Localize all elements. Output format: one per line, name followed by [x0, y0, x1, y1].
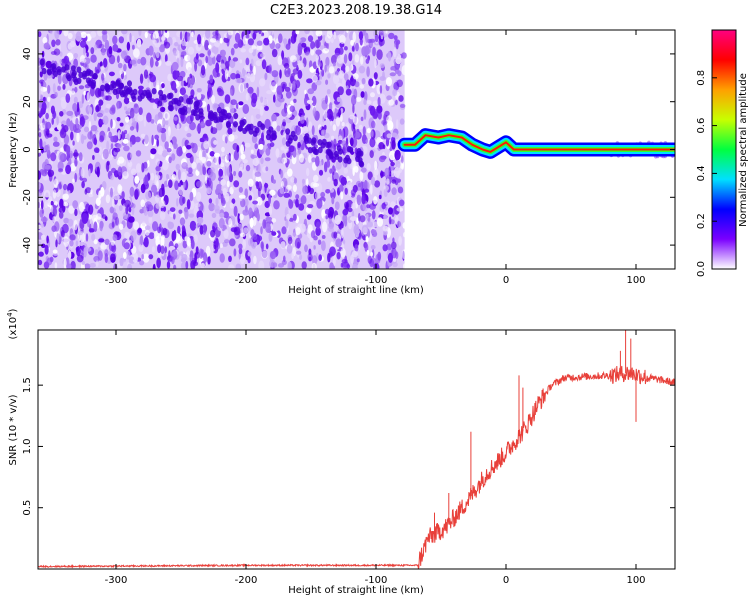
y-axis-ticks: -40 -20 0 20 40	[22, 48, 675, 253]
colorbar-ticks: 0.0 0.2 0.4 0.6 0.8	[696, 70, 717, 277]
y-tick-label: -20	[22, 189, 33, 205]
x-tick-label: 0	[503, 575, 509, 586]
colorbar-tick-label: 0.4	[696, 165, 707, 181]
y-tick-label: -40	[22, 237, 33, 253]
figure-title: C2E3.2023.208.19.38.G14	[270, 3, 442, 18]
scale-factor: (x104)	[6, 308, 19, 339]
noise-field	[38, 30, 675, 269]
scale-exponent: 4	[6, 312, 14, 317]
scale-label: (x10	[8, 317, 19, 340]
x-axis-label: Height of straight line (km)	[288, 585, 424, 596]
snr-series	[38, 330, 675, 569]
x-tick-label: 0	[503, 275, 509, 286]
snr-frame	[37, 329, 676, 570]
y-tick-label: 40	[22, 48, 33, 61]
svg-text:(x104): (x104)	[6, 308, 19, 339]
y-axis-label: SNR (10 * v/v)	[8, 394, 19, 465]
x-tick-label: -300	[105, 275, 128, 286]
y-axis-ticks: 0.5 1.0 1.5	[22, 377, 675, 516]
x-axis-ticks: -300 -200 -100 0 100	[105, 330, 646, 586]
x-axis-label: Height of straight line (km)	[288, 285, 424, 296]
x-axis-ticks: -300 -200 -100 0 100	[105, 30, 646, 286]
x-tick-label: -100	[365, 575, 388, 586]
y-tick-label: 20	[22, 95, 33, 108]
colorbar-frame	[711, 29, 737, 270]
colorbar-tick-label: 0.2	[696, 213, 707, 229]
snr-panel: -300 -200 -100 0 100 0.5 1.0 1.5 Height of str…	[6, 308, 676, 596]
colorbar-tick-label: 0.0	[696, 261, 707, 277]
x-tick-label: -100	[365, 275, 388, 286]
signal-track	[397, 128, 675, 159]
x-tick-label: 100	[626, 575, 645, 586]
colorbar-fill	[712, 30, 736, 269]
colorbar: 0.0 0.2 0.4 0.6 0.8 Normalized spectral ampl…	[696, 29, 749, 277]
y-axis-label: Frequency (Hz)	[8, 112, 19, 188]
x-tick-label: 100	[626, 275, 645, 286]
x-tick-label: -200	[235, 275, 258, 286]
x-tick-label: -300	[105, 575, 128, 586]
colorbar-tick-label: 0.8	[696, 70, 707, 86]
colorbar-tick-label: 0.6	[696, 118, 707, 134]
x-tick-label: -200	[235, 575, 258, 586]
y-tick-label: 0.5	[22, 500, 33, 516]
snr-line-path	[38, 365, 675, 569]
colorbar-label: Normalized spectral amplitude	[738, 73, 749, 227]
track-core	[403, 134, 675, 153]
y-tick-label: 1.5	[22, 377, 33, 393]
y-tick-label: 1.0	[22, 438, 33, 454]
y-tick-label: 0	[22, 146, 33, 152]
